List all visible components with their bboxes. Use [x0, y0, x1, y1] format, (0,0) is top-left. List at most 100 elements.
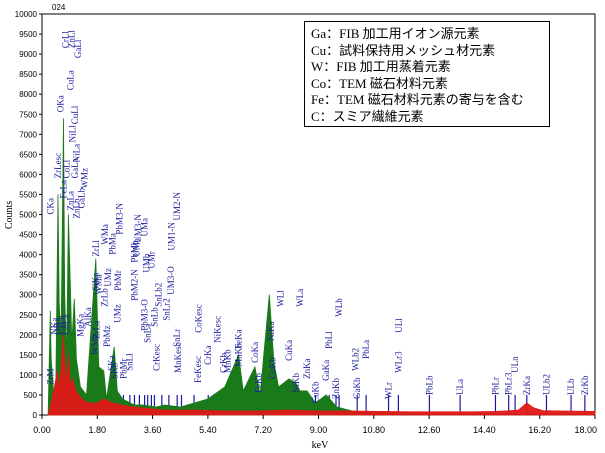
- peak-label-84: WLr: [384, 382, 394, 399]
- x-tick-label-9: 16.20: [528, 425, 551, 435]
- x-tick-label-3: 5.40: [199, 425, 217, 435]
- y-tick-label-9: 4500: [19, 231, 37, 240]
- y-tick-label-0: 0: [33, 411, 38, 420]
- peak-label-91: ULn: [510, 356, 520, 373]
- peak-label-68: FeKb: [254, 372, 264, 392]
- legend-entry-c: C：スミア繊維元素: [311, 108, 424, 124]
- peak-label-53: SnLr2: [162, 298, 172, 321]
- peak-label-48: SnLa: [143, 324, 153, 343]
- peak-label-60: CoKesc: [193, 304, 203, 333]
- peak-label-13: ZnLl: [66, 30, 76, 48]
- x-tick-label-1: 1.80: [89, 425, 107, 435]
- y-tick-label-10: 5000: [19, 211, 37, 220]
- series-0-area: [47, 118, 596, 416]
- peak-label-66: MnKb: [234, 343, 244, 367]
- peak-label-15: CuLl: [70, 105, 80, 124]
- peak-label-75: ZnKa: [302, 358, 312, 379]
- y-axis-ticks: 0 500 1000 1500 2000 2500 3000 3500 4000 4500 5000…: [15, 10, 42, 420]
- y-tick-label-2: 1000: [19, 371, 37, 380]
- x-tick-label-2: 3.60: [144, 425, 162, 435]
- peak-label-8: CrLl: [60, 31, 70, 48]
- y-tick-label-7: 3500: [19, 271, 37, 280]
- peak-label-35: SKb: [110, 362, 120, 379]
- peak-labels: ZrMCKaNKaZrLescOKaOKaCaLaFeLaCrLlCoLaCoL…: [46, 30, 590, 403]
- peak-label-72: CuKa: [284, 340, 294, 361]
- y-tick-label-13: 6500: [19, 150, 37, 159]
- peak-label-62: NiKesc: [213, 316, 223, 343]
- peak-label-67: CoKa: [250, 342, 260, 363]
- peak-label-27: ZrLa: [92, 321, 102, 339]
- peak-label-87: PbLb: [424, 375, 434, 395]
- peak-label-7: FeLa: [59, 180, 69, 199]
- peak-label-93: ULb2: [541, 374, 551, 395]
- peak-label-20: GaLb: [76, 187, 86, 208]
- peak-label-21: MgKa: [75, 314, 85, 337]
- peak-label-83: PbLa: [361, 340, 371, 359]
- peak-label-29: ZrLb: [100, 288, 110, 307]
- peak-label-44: UM3-N: [133, 214, 143, 243]
- peak-label-5: OKa: [55, 95, 65, 112]
- peak-label-39: PbMr: [118, 358, 128, 379]
- y-tick-label-14: 7000: [19, 130, 37, 139]
- peak-label-81: WLb2: [350, 348, 360, 371]
- peak-label-54: UM3-O: [166, 266, 176, 295]
- x-tick-label-0: 0.00: [33, 425, 51, 435]
- peak-label-85: WLr3: [393, 351, 403, 373]
- x-tick-label-10: 18.00: [574, 425, 597, 435]
- legend-entry-cu: Cu：試料保持用メッシュ材元素: [311, 42, 496, 58]
- spectrum-series: [47, 118, 596, 416]
- y-tick-label-5: 2500: [19, 311, 37, 320]
- y-tick-label-6: 3000: [19, 291, 37, 300]
- peak-label-22: WMz: [79, 168, 89, 189]
- x-tick-label-4: 7.20: [254, 425, 272, 435]
- series-1-area: [47, 334, 596, 416]
- peak-label-4: OKa: [53, 318, 63, 335]
- peak-label-50: SnLb: [150, 307, 160, 327]
- x-axis-label: keV: [312, 440, 329, 451]
- peak-label-52: SnLb2: [154, 283, 164, 307]
- peak-label-18: NiLa: [71, 144, 81, 163]
- peak-label-11: ZnLa: [65, 191, 75, 211]
- peak-label-38: PbM3-N: [114, 203, 124, 235]
- peak-label-47: UMb: [141, 253, 151, 273]
- peak-label-31: PbMz: [102, 325, 112, 347]
- peak-label-6: CaLa: [57, 315, 67, 335]
- peak-label-69: NiKa: [266, 321, 276, 341]
- x-tick-label-6: 10.80: [363, 425, 386, 435]
- peak-label-49: UMr: [146, 251, 156, 269]
- peak-label-2: NKa: [49, 318, 59, 335]
- peak-label-33: SKa: [106, 355, 116, 371]
- peak-label-40: SnLl: [125, 353, 135, 371]
- peak-label-56: SnLr: [172, 329, 182, 347]
- peak-label-80: WLb: [334, 298, 344, 317]
- peak-label-16: GaLa: [70, 158, 80, 178]
- legend-entry-ga: Ga：FIB 加工用イオン源元素: [311, 26, 480, 41]
- peak-label-70: CoKb: [267, 357, 277, 379]
- y-tick-label-4: 2000: [19, 331, 37, 340]
- y-tick-label-19: 9500: [19, 30, 37, 39]
- y-tick-label-1: 500: [24, 391, 38, 400]
- peak-label-25: SiKa: [90, 273, 100, 291]
- y-tick-label-3: 1500: [19, 351, 37, 360]
- x-axis-ticks: 0.00 1.80 3.60 5.40 7.20 9.00 10.80 12.60 14.40 1…: [33, 415, 597, 435]
- peak-label-3: ZrLesc: [53, 153, 63, 178]
- y-tick-label-15: 7500: [19, 110, 37, 119]
- peak-label-43: UMa: [132, 238, 142, 257]
- y-tick-label-20: 10000: [15, 10, 38, 19]
- peak-label-45: PbM3-O: [139, 299, 149, 331]
- peak-label-92: ZrKa: [522, 376, 532, 395]
- peak-label-90: PbLr3: [504, 372, 514, 395]
- peak-label-78: PbLl: [324, 331, 334, 349]
- y-tick-label-12: 6000: [19, 170, 37, 179]
- peak-label-63: CrKb: [218, 352, 228, 372]
- peak-label-26: ZrLl: [91, 240, 101, 257]
- peak-label-41: PbMb: [129, 240, 139, 263]
- x-tick-label-5: 9.00: [310, 425, 328, 435]
- x-tick-label-7: 12.60: [418, 425, 441, 435]
- peak-label-94: ULb: [566, 378, 576, 395]
- legend: Ga：FIB 加工用イオン源元素 Cu：試料保持用メッシュ材元素 W：FIB 加…: [304, 21, 550, 127]
- peak-label-24: WMb: [90, 333, 100, 354]
- legend-entry-fe: Fe：TEM 磁石材料元素の寄与を含む: [311, 92, 524, 107]
- peak-label-57: UM2-N: [172, 192, 182, 221]
- peak-label-30: WMa: [100, 224, 110, 245]
